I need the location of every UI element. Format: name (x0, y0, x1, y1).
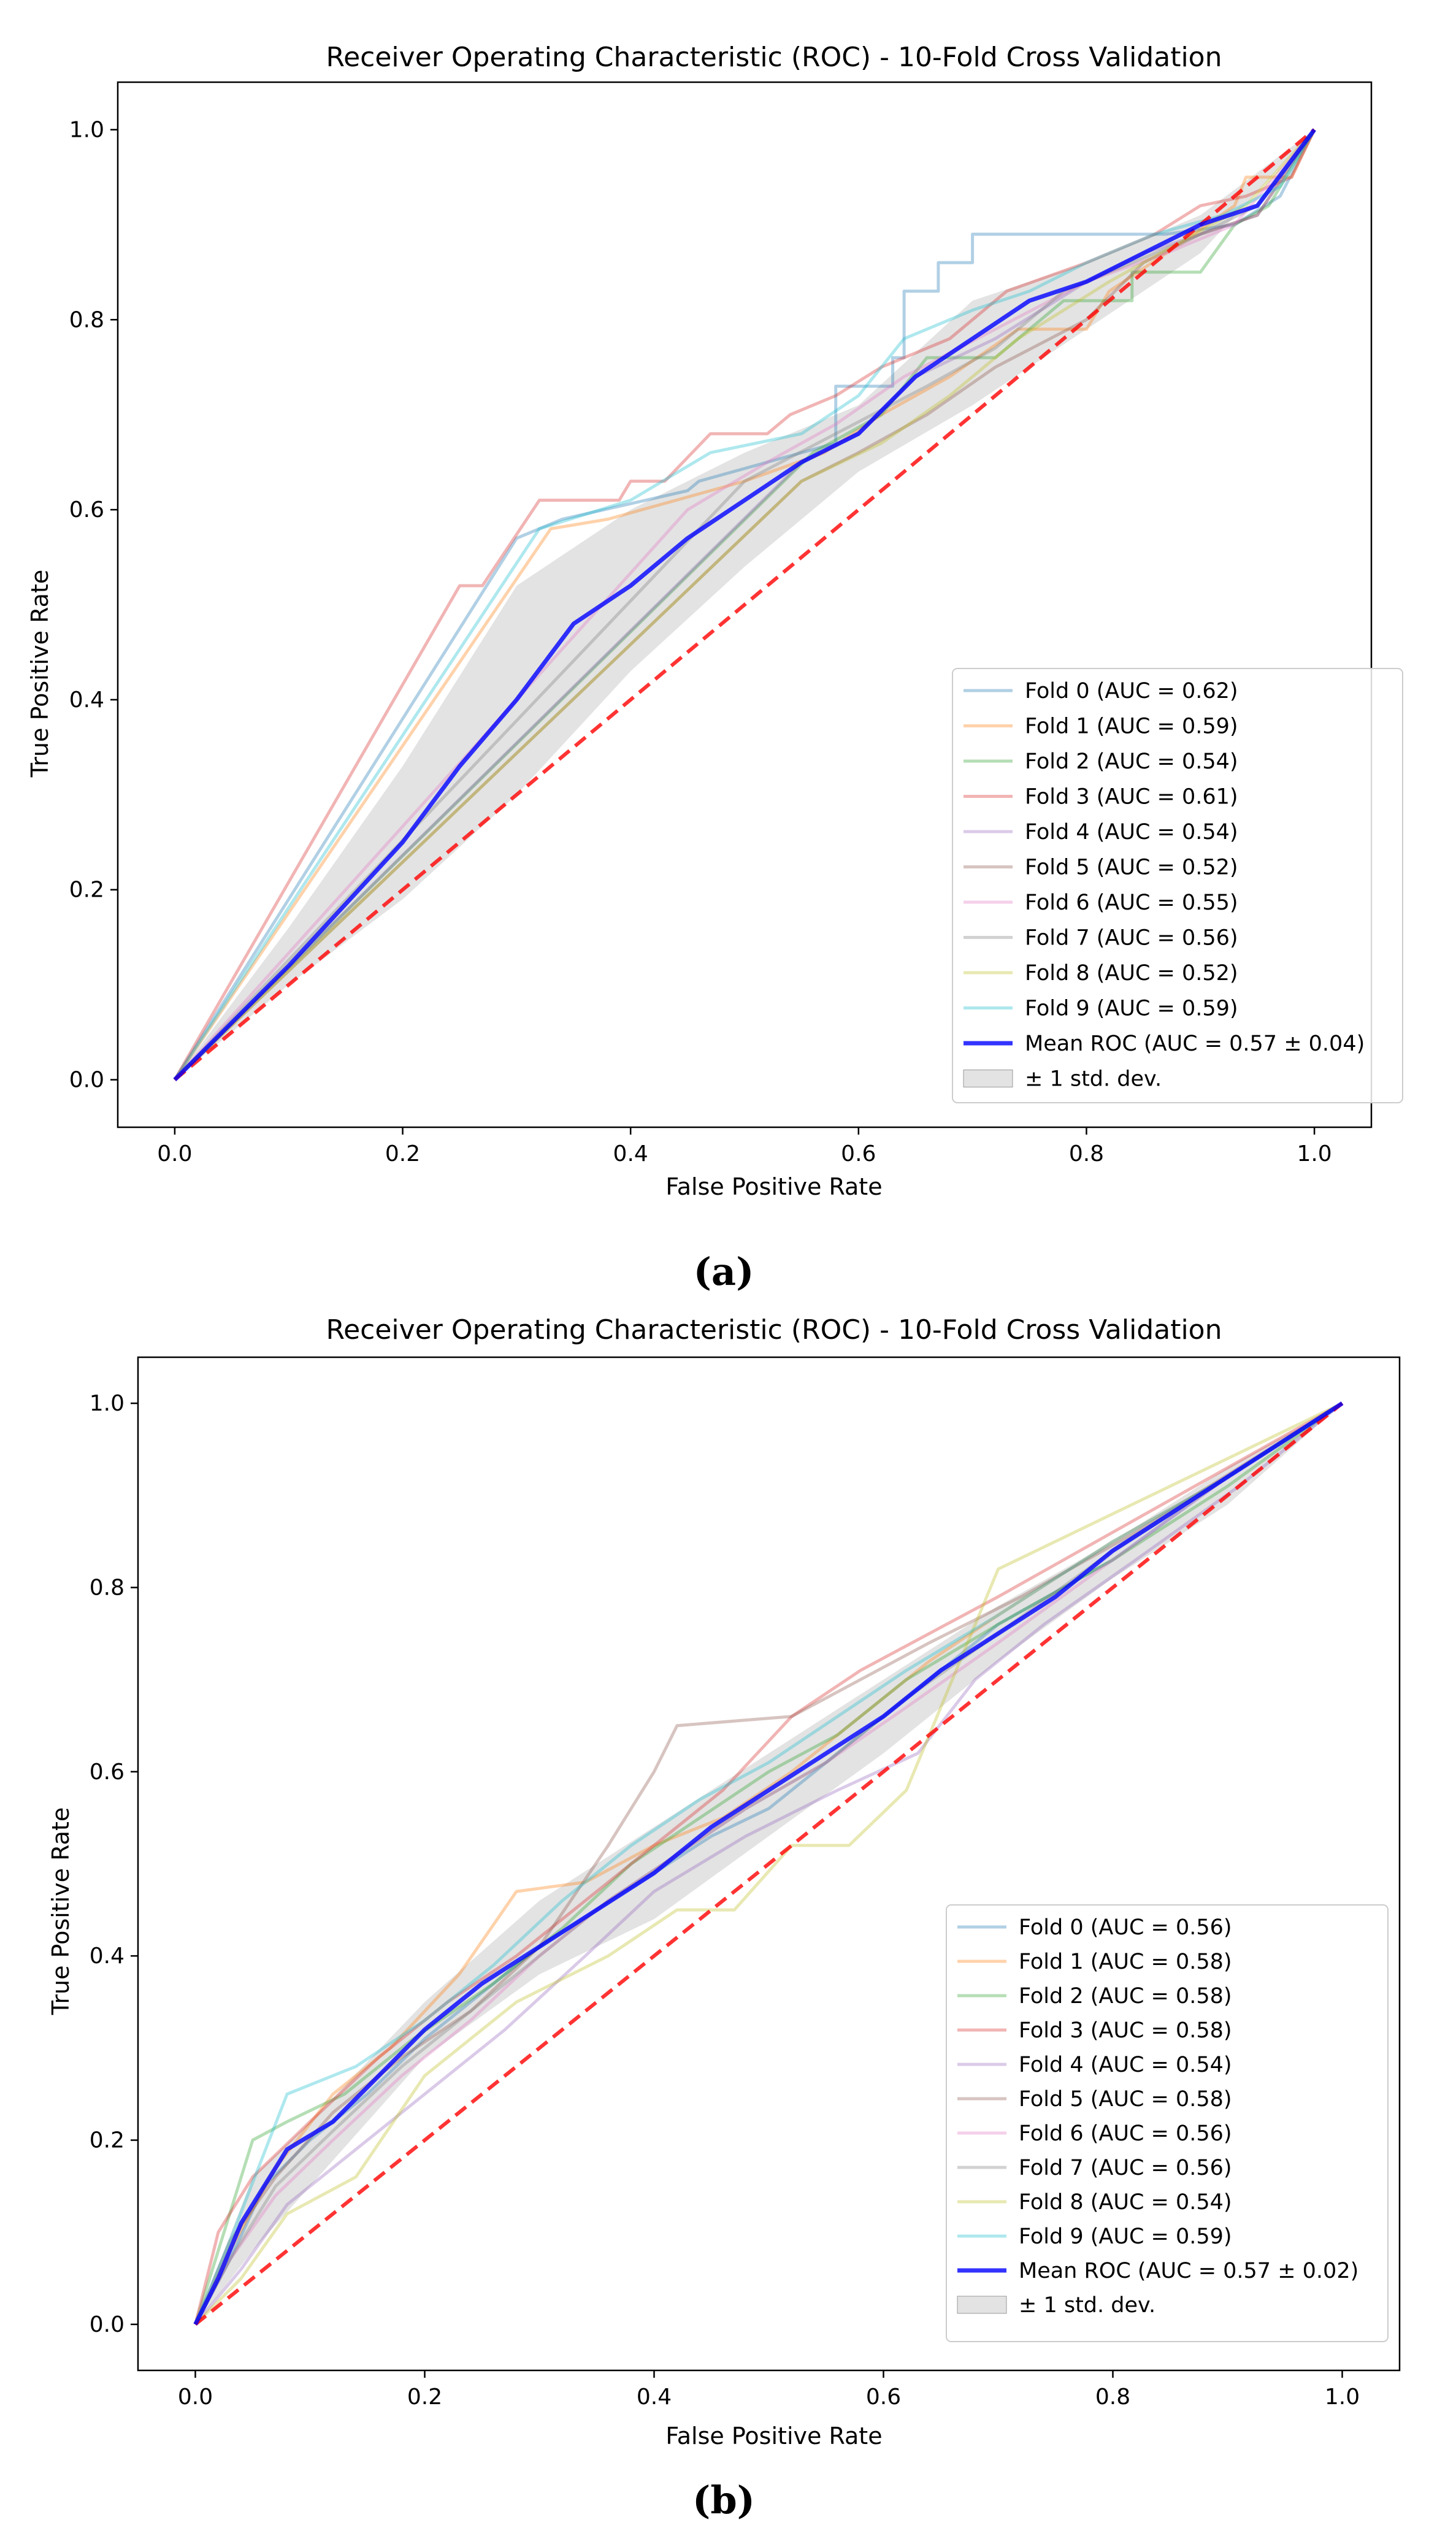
legend-box (952, 668, 1403, 1103)
x-tick-label: 0.2 (407, 2385, 442, 2410)
fold-6-roc-line (194, 1401, 1343, 2326)
legend-label: Fold 7 (AUC = 0.56) (1025, 926, 1238, 951)
x-tick-label: 0.2 (385, 1141, 420, 1166)
y-tick-label: 0.4 (90, 1944, 125, 1969)
legend-label: Fold 0 (AUC = 0.62) (1025, 679, 1238, 703)
x-tick-label: 0.4 (613, 1141, 648, 1166)
fold-7-roc-line (174, 129, 1316, 1081)
legend-label: Fold 6 (AUC = 0.55) (1025, 891, 1238, 915)
fold-5-roc-line (174, 129, 1316, 1081)
axis-ticks: 0.0 0.2 0.4 0.6 0.8 1.0 0.0 0.2 0.4 0.6 0.8 1.0 (69, 117, 1332, 1166)
axis-ticks: 0.0 0.2 0.4 0.6 0.8 1.0 0.0 0.2 0.4 0.6 0.8 1.0 (90, 1391, 1360, 2410)
y-tick-label: 0.0 (69, 1068, 104, 1093)
fold-3-roc-line (194, 1401, 1343, 2325)
fold-1-roc-line (194, 1401, 1343, 2325)
fold-4-roc-line (194, 1402, 1344, 2326)
panel-label: (a) (694, 1249, 754, 1294)
y-axis-label: True Positive Rate (26, 570, 53, 778)
panel-label: (b) (692, 2478, 755, 2523)
legend-label: Fold 1 (AUC = 0.59) (1025, 714, 1238, 739)
roc-panel-a: Receiver Operating Characteristic (ROC) … (26, 42, 1403, 1294)
x-tick-label: 0.6 (866, 2385, 901, 2410)
fold-9-roc-line (194, 1401, 1343, 2325)
x-tick-label: 0.6 (841, 1141, 876, 1166)
legend-label: Fold 4 (AUC = 0.54) (1025, 820, 1238, 845)
legend-label: Fold 6 (AUC = 0.56) (1019, 2121, 1232, 2146)
y-tick-label: 1.0 (90, 1391, 125, 1416)
legend-label: Fold 8 (AUC = 0.52) (1025, 961, 1238, 986)
legend-label: Fold 9 (AUC = 0.59) (1025, 997, 1238, 1021)
x-tick-label: 0.0 (157, 1141, 192, 1166)
legend-label: ± 1 std. dev. (1025, 1067, 1162, 1092)
x-tick-label: 1.0 (1325, 2385, 1360, 2410)
x-tick-label: 0.8 (1095, 2385, 1130, 2410)
legend-label: Mean ROC (AUC = 0.57 ± 0.04) (1025, 1032, 1365, 1056)
fold-8-roc-line (194, 1401, 1343, 2326)
legend-label: Fold 4 (AUC = 0.54) (1019, 2053, 1232, 2077)
fold-9-roc-line (173, 129, 1316, 1081)
legend-label: ± 1 std. dev. (1019, 2293, 1155, 2318)
fold-2-roc-line (194, 1402, 1343, 2325)
mean-roc-line (173, 128, 1316, 1081)
y-tick-label: 0.8 (90, 1575, 125, 1600)
legend-label: Fold 7 (AUC = 0.56) (1019, 2156, 1232, 2180)
plot-area (173, 128, 1316, 1081)
y-tick-label: 0.6 (90, 1760, 125, 1785)
y-axis-label: True Positive Rate (47, 1807, 74, 2016)
chance-line (194, 1401, 1344, 2326)
legend: Fold 0 (AUC = 0.62) Fold 1 (AUC = 0.59) Fo… (952, 668, 1403, 1103)
legend-label: Fold 8 (AUC = 0.54) (1019, 2190, 1232, 2215)
legend-label: Fold 3 (AUC = 0.61) (1025, 785, 1238, 810)
x-tick-label: 0.8 (1069, 1141, 1104, 1166)
x-tick-label: 0.4 (637, 2385, 672, 2410)
y-tick-label: 1.0 (69, 117, 104, 142)
fold-0-roc-line (173, 129, 1316, 1081)
chance-line (173, 128, 1316, 1081)
legend-label: Mean ROC (AUC = 0.57 ± 0.02) (1019, 2259, 1358, 2283)
x-tick-label: 1.0 (1297, 1141, 1331, 1166)
legend-label: Fold 2 (AUC = 0.54) (1025, 749, 1238, 774)
legend-label: Fold 0 (AUC = 0.56) (1019, 1915, 1232, 1940)
legend-swatch (963, 1070, 1013, 1087)
x-axis-label: False Positive Rate (665, 2423, 882, 2450)
legend-label: Fold 5 (AUC = 0.58) (1019, 2087, 1232, 2112)
y-tick-label: 0.8 (69, 307, 104, 332)
y-tick-label: 0.6 (69, 497, 104, 523)
x-tick-label: 0.0 (178, 2385, 213, 2410)
chart-title: Receiver Operating Characteristic (ROC) … (326, 42, 1222, 73)
y-tick-label: 0.0 (90, 2312, 125, 2337)
legend-swatch (957, 2296, 1007, 2314)
legend-label: Fold 2 (AUC = 0.58) (1019, 1984, 1232, 2009)
legend-label: Fold 3 (AUC = 0.58) (1019, 2018, 1232, 2043)
y-tick-label: 0.4 (69, 688, 104, 713)
std-dev-band (174, 129, 1315, 1080)
legend: Fold 0 (AUC = 0.56) Fold 1 (AUC = 0.58) Fo… (946, 1904, 1389, 2342)
roc-panel-b: Receiver Operating Characteristic (ROC) … (47, 1314, 1401, 2523)
mean-roc-line (193, 1401, 1344, 2326)
legend-label: Fold 1 (AUC = 0.58) (1019, 1950, 1232, 1974)
legend-box (946, 1904, 1389, 2342)
y-tick-label: 0.2 (69, 878, 104, 903)
legend-label: Fold 5 (AUC = 0.52) (1025, 856, 1238, 880)
fold-3-roc-line (173, 129, 1316, 1081)
legend-label: Fold 9 (AUC = 0.59) (1019, 2224, 1232, 2249)
chart-title: Receiver Operating Characteristic (ROC) … (326, 1314, 1222, 1346)
x-axis-label: False Positive Rate (665, 1173, 882, 1200)
plot-frame (137, 1356, 1401, 2372)
y-tick-label: 0.2 (90, 2128, 125, 2153)
plot-area (193, 1401, 1344, 2326)
plot-frame (117, 81, 1373, 1128)
fold-7-roc-line (194, 1401, 1343, 2326)
